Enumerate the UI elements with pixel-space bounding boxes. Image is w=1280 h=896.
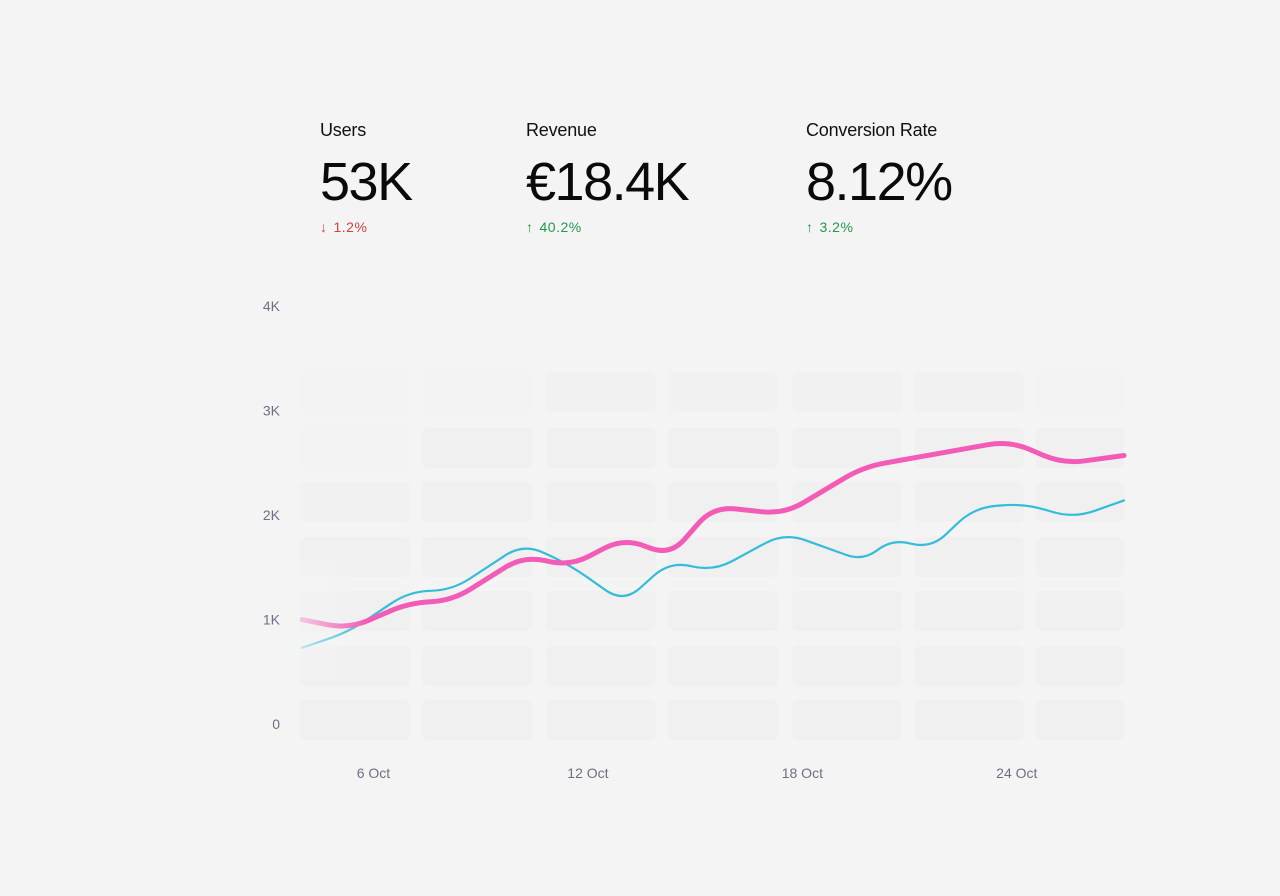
background-tile xyxy=(914,700,1024,740)
y-tick-label: 2K xyxy=(263,507,281,523)
x-tick-label: 24 Oct xyxy=(996,765,1037,781)
background-tile xyxy=(300,428,410,468)
background-tile xyxy=(668,591,778,631)
x-tick-label: 12 Oct xyxy=(567,765,608,781)
background-tile xyxy=(792,372,902,412)
arrow-down-icon: ↓ xyxy=(320,219,328,235)
metric-revenue: Revenue €18.4K ↑ 40.2% xyxy=(526,120,690,235)
y-tick-label: 3K xyxy=(263,403,281,419)
background-tile xyxy=(1036,537,1124,577)
background-tile xyxy=(422,482,532,522)
background-tile xyxy=(422,537,532,577)
background-tile xyxy=(1036,646,1124,686)
background-tile xyxy=(668,482,778,522)
background-tile xyxy=(546,591,656,631)
background-tile xyxy=(300,372,410,412)
x-tick-label: 18 Oct xyxy=(782,765,823,781)
background-tile xyxy=(668,372,778,412)
fade-overlay xyxy=(296,560,366,680)
metric-change: ↑ 40.2% xyxy=(526,219,688,235)
metric-value: 53K xyxy=(320,152,413,212)
metric-change-value: 3.2% xyxy=(819,219,854,235)
y-tick-label: 0 xyxy=(272,716,280,732)
metric-value: €18.4K xyxy=(526,152,690,212)
y-tick-label: 4K xyxy=(263,298,281,314)
background-tile xyxy=(668,700,778,740)
y-axis: 0 1K 2K 3K 4K xyxy=(263,298,281,732)
series-line-pink xyxy=(299,441,1127,629)
metric-users: Users 53K ↓ 1.2% xyxy=(320,120,413,235)
background-tile xyxy=(914,372,1024,412)
background-tile xyxy=(792,646,902,686)
series-line-cyan xyxy=(300,499,1126,649)
background-tiles xyxy=(300,372,1124,740)
background-tile xyxy=(422,591,532,631)
background-tile xyxy=(668,428,778,468)
metric-label: Conversion Rate xyxy=(806,120,938,140)
background-tile xyxy=(792,591,902,631)
background-tile xyxy=(546,482,656,522)
background-tile xyxy=(546,646,656,686)
background-tile xyxy=(1036,482,1124,522)
metric-change-value: 1.2% xyxy=(333,219,368,235)
background-tile xyxy=(668,646,778,686)
background-tile xyxy=(422,646,532,686)
metric-conversion-rate: Conversion Rate 8.12% ↑ 3.2% xyxy=(806,120,953,235)
background-tile xyxy=(422,700,532,740)
background-tile xyxy=(792,428,902,468)
background-tile xyxy=(1036,700,1124,740)
arrow-up-icon: ↑ xyxy=(526,219,534,235)
metric-label: Revenue xyxy=(526,120,597,140)
arrow-up-icon: ↑ xyxy=(806,219,814,235)
metric-value: 8.12% xyxy=(806,152,953,212)
metric-change: ↓ 1.2% xyxy=(320,219,412,235)
background-tile xyxy=(914,482,1024,522)
background-tile xyxy=(914,537,1024,577)
background-tile xyxy=(422,372,532,412)
background-tile xyxy=(546,428,656,468)
metric-change: ↑ 3.2% xyxy=(806,219,952,235)
x-axis: 6 Oct 12 Oct 18 Oct 24 Oct xyxy=(357,765,1038,781)
background-tile xyxy=(300,700,410,740)
background-tile xyxy=(546,700,656,740)
background-tile xyxy=(792,700,902,740)
background-tile xyxy=(668,537,778,577)
background-tile xyxy=(1036,591,1124,631)
background-tile xyxy=(792,537,902,577)
background-tile xyxy=(914,646,1024,686)
metric-change-value: 40.2% xyxy=(539,219,582,235)
background-tile xyxy=(914,591,1024,631)
background-tile xyxy=(546,537,656,577)
metric-label: Users xyxy=(320,120,367,140)
background-tile xyxy=(300,482,410,522)
y-tick-label: 1K xyxy=(263,612,281,628)
background-tile xyxy=(546,372,656,412)
background-tile xyxy=(1036,372,1124,412)
background-tile xyxy=(422,428,532,468)
series-layer xyxy=(299,441,1127,649)
x-tick-label: 6 Oct xyxy=(357,765,391,781)
